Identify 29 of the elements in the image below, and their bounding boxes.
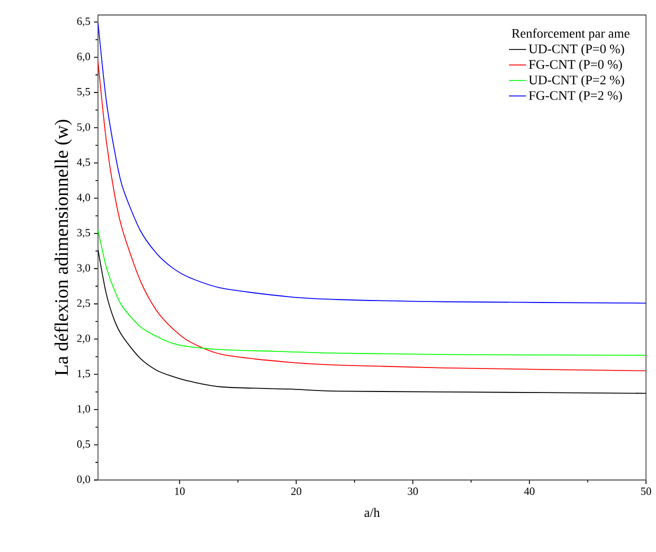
x-tick-label: 10 xyxy=(175,488,185,495)
legend-label: FG-CNT (P=0 %) xyxy=(528,60,622,72)
y-tick-label: 4,5 xyxy=(76,158,90,168)
y-tick-label: 3,5 xyxy=(77,228,90,238)
line-series xyxy=(98,229,646,356)
x-tick-label: 50 xyxy=(641,488,652,495)
x-axis-title: a/h xyxy=(364,508,380,517)
y-tick-label: 3,0 xyxy=(77,264,90,274)
y-tick-label: 5,5 xyxy=(77,88,90,97)
x-tick-label: 20 xyxy=(291,488,302,495)
y-tick-label: 2,5 xyxy=(77,299,90,308)
line-series xyxy=(98,61,646,372)
line-series xyxy=(98,22,646,304)
y-axis-title: La déflexion adimensionnelle (w) xyxy=(54,120,72,376)
x-tick-label: 30 xyxy=(408,488,418,495)
y-tick-label: 5,0 xyxy=(77,123,90,132)
y-tick-label: 1,5 xyxy=(78,370,90,379)
legend-label: UD-CNT (P=2 %) xyxy=(528,75,624,87)
legend-label: FG-CNT (P=2 %) xyxy=(528,90,622,102)
y-tick-label: 4,0 xyxy=(76,194,90,203)
legend-title: Renforcement par ame xyxy=(512,28,630,40)
y-tick-label: 0,5 xyxy=(77,440,90,450)
y-tick-label: 6,5 xyxy=(77,18,90,27)
y-tick-label: 1,0 xyxy=(78,405,90,414)
y-tick-label: 0,0 xyxy=(77,476,90,485)
legend-label: UD-CNT (P=0 %) xyxy=(528,44,624,56)
y-tick-label: 2,0 xyxy=(77,334,90,344)
y-tick-label: 6,0 xyxy=(77,52,90,62)
x-tick-label: 40 xyxy=(524,488,534,495)
